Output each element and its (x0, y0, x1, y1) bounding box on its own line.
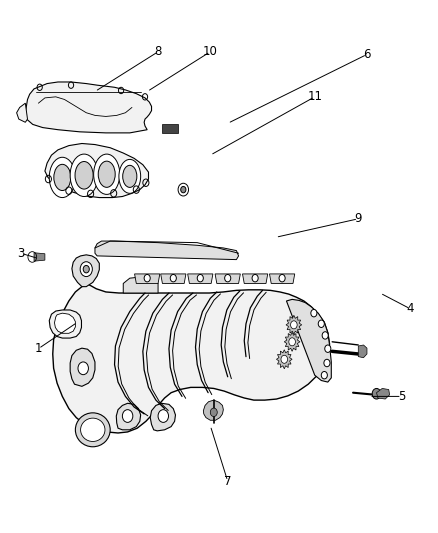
Circle shape (80, 262, 92, 277)
Circle shape (144, 274, 150, 282)
Polygon shape (284, 332, 300, 351)
Polygon shape (53, 284, 329, 433)
Ellipse shape (70, 154, 98, 197)
Circle shape (324, 359, 330, 367)
Polygon shape (54, 313, 75, 333)
Circle shape (289, 338, 295, 346)
Polygon shape (215, 274, 240, 284)
Circle shape (325, 345, 331, 352)
Polygon shape (17, 103, 28, 122)
Text: 9: 9 (354, 212, 362, 225)
Polygon shape (95, 241, 239, 260)
Ellipse shape (54, 164, 71, 190)
Polygon shape (161, 274, 186, 284)
Polygon shape (116, 403, 141, 430)
Circle shape (210, 408, 217, 417)
Circle shape (321, 372, 327, 379)
Text: 8: 8 (154, 45, 162, 58)
Text: 7: 7 (224, 475, 231, 488)
Text: 5: 5 (398, 390, 406, 403)
Polygon shape (377, 389, 390, 399)
Polygon shape (123, 277, 158, 293)
Polygon shape (286, 316, 302, 334)
Text: 4: 4 (407, 302, 414, 316)
Text: 1: 1 (35, 342, 42, 355)
Circle shape (279, 274, 285, 282)
Circle shape (290, 321, 297, 329)
Text: 3: 3 (17, 247, 25, 260)
Circle shape (83, 265, 89, 273)
Polygon shape (187, 274, 213, 284)
Polygon shape (243, 274, 268, 284)
Polygon shape (269, 274, 295, 284)
Circle shape (311, 310, 317, 317)
Circle shape (78, 362, 88, 375)
Polygon shape (134, 274, 160, 284)
Ellipse shape (123, 165, 137, 188)
Text: 11: 11 (307, 90, 322, 103)
Polygon shape (34, 253, 45, 261)
Ellipse shape (75, 161, 93, 189)
Circle shape (322, 332, 328, 339)
Circle shape (318, 320, 324, 327)
Ellipse shape (119, 159, 141, 193)
Circle shape (372, 389, 381, 399)
Circle shape (197, 274, 203, 282)
Circle shape (170, 274, 177, 282)
Text: 6: 6 (363, 48, 371, 61)
Polygon shape (358, 345, 367, 358)
Text: 10: 10 (203, 45, 218, 58)
Polygon shape (203, 400, 223, 420)
Polygon shape (162, 124, 178, 133)
Polygon shape (49, 310, 81, 338)
Circle shape (281, 356, 288, 364)
Circle shape (122, 410, 133, 422)
Ellipse shape (98, 161, 115, 187)
Circle shape (225, 274, 231, 282)
Polygon shape (25, 82, 152, 133)
Polygon shape (45, 143, 148, 198)
Polygon shape (286, 300, 331, 382)
Ellipse shape (94, 154, 120, 195)
Circle shape (252, 274, 258, 282)
Circle shape (181, 187, 186, 193)
Ellipse shape (49, 157, 75, 198)
Polygon shape (276, 350, 292, 369)
Ellipse shape (75, 413, 110, 447)
Polygon shape (72, 255, 99, 287)
Polygon shape (70, 348, 95, 386)
Ellipse shape (81, 418, 105, 441)
Polygon shape (150, 403, 176, 431)
Circle shape (158, 410, 169, 422)
